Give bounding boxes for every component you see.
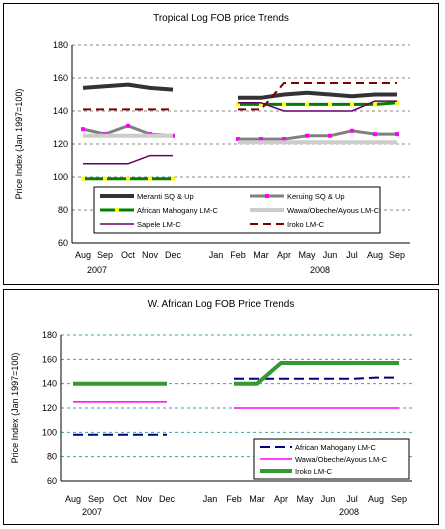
point-keruing-sq-up-6: [236, 137, 240, 142]
legend-label-african-mahogany-lm-c: African Mahogany LM-C: [295, 443, 376, 452]
y-tick-label-100: 100: [53, 172, 68, 182]
y-axis-label: Price Index (Jan 1997=100): [14, 89, 24, 200]
point-african-mahogany-lm-c-8: [282, 102, 286, 107]
y-tick-label-160: 160: [53, 73, 68, 83]
x-tick-label-jul-11: Jul: [346, 494, 358, 504]
series-line-iroko-lm-c-1: [238, 82, 397, 111]
x-tick-label-jan-5: Jan: [209, 250, 224, 260]
point-african-mahogany-lm-c-0: [81, 176, 85, 181]
y-tick-label-140: 140: [53, 106, 68, 116]
x-tick-label-mar-7: Mar: [249, 494, 265, 504]
series-line-keruing-sq-up-1: [238, 129, 397, 141]
x-tick-label-dec-4: Dec: [165, 250, 182, 260]
west-african-log-chart-panel: W. African Log FOB Price Trends 60 80 100 12…: [3, 289, 439, 525]
y-tick-label-140: 140: [42, 379, 57, 389]
series-line-meranti-sq-up-0: [82, 82, 174, 92]
y-tick-label-120: 120: [42, 403, 57, 413]
y-tick-label-60: 60: [58, 238, 68, 248]
point-african-mahogany-lm-c-1: [103, 176, 107, 181]
point-african-mahogany-lm-c-3: [148, 176, 152, 181]
x-tick-label-jul-11: Jul: [346, 250, 358, 260]
legend-label-keruing-sq-up: Keruing SQ & Up: [287, 192, 345, 201]
x-tick-label-feb-6: Feb: [226, 494, 242, 504]
year-label-2007: 2007: [87, 265, 107, 275]
y-tick-label-60: 60: [47, 476, 57, 486]
point-african-mahogany-lm-c-9: [305, 102, 309, 107]
legend-label-wawa-obeche-ayous-lm-c: Wawa/Obeche/Ayous LM-C: [295, 455, 388, 464]
y-tick-label-180: 180: [42, 330, 57, 340]
x-tick-label-may-9: May: [296, 494, 314, 504]
x-tick-label-sep-1: Sep: [97, 250, 113, 260]
x-tick-label-aug-0: Aug: [75, 250, 91, 260]
y-tick-label-80: 80: [47, 452, 57, 462]
x-tick-label-aug-0: Aug: [65, 494, 81, 504]
legend-label-iroko-lm-c: Iroko LM-C: [295, 467, 333, 476]
y-tick-label-80: 80: [58, 205, 68, 215]
point-keruing-sq-up-12: [373, 132, 377, 137]
y-tick-label-120: 120: [53, 139, 68, 149]
x-tick-label-mar-7: Mar: [253, 250, 269, 260]
x-tick-label-sep-13: Sep: [391, 494, 407, 504]
tropical-log-chart: Tropical Log FOB price Trends 60 80 100 120 1…: [14, 13, 410, 275]
point-keruing-sq-up-7: [259, 137, 263, 142]
point-keruing-sq-up-8: [282, 137, 286, 142]
chart-title: W. African Log FOB Price Trends: [148, 299, 295, 310]
point-keruing-sq-up-0: [81, 127, 85, 132]
legend-box: [93, 186, 381, 234]
point-keruing-sq-up-2: [126, 123, 130, 128]
x-tick-label-may-9: May: [298, 250, 316, 260]
point-african-mahogany-lm-c-13: [395, 100, 399, 105]
point-african-mahogany-lm-c-7: [259, 102, 263, 107]
y-tick-label-160: 160: [42, 354, 57, 364]
tropical-log-chart-panel: Tropical Log FOB price Trends 60 80 100 120 1…: [3, 3, 439, 285]
x-tick-label-sep-13: Sep: [389, 250, 405, 260]
year-label-2007: 2007: [82, 507, 102, 517]
point-keruing-sq-up-13: [395, 132, 399, 137]
chart-title: Tropical Log FOB price Trends: [153, 13, 289, 24]
x-tick-label-nov-3: Nov: [136, 494, 153, 504]
y-tick-label-100: 100: [42, 427, 57, 437]
point-african-mahogany-lm-c-12: [373, 102, 377, 107]
legend-label-african-mahogany-lm-c: African Mahogany LM-C: [137, 206, 218, 215]
y-tick-label-180: 180: [53, 40, 68, 50]
point-african-mahogany-lm-c-10: [328, 102, 332, 107]
legend-marker-african-mahogany-lm-c: [115, 208, 119, 212]
x-tick-label-apr-8: Apr: [277, 250, 291, 260]
x-tick-label-dec-4: Dec: [159, 494, 176, 504]
x-tick-label-sep-1: Sep: [88, 494, 104, 504]
x-tick-label-jan-5: Jan: [203, 494, 218, 504]
point-keruing-sq-up-10: [328, 133, 332, 138]
point-african-mahogany-lm-c-11: [350, 102, 354, 107]
series-line-iroko-lm-c-1: [234, 361, 399, 386]
x-tick-label-apr-8: Apr: [274, 494, 288, 504]
legend-label-wawa-obeche-ayous-lm-c: Wawa/Obeche/Ayous LM-C: [287, 206, 380, 215]
x-tick-label-aug-12: Aug: [368, 494, 384, 504]
year-label-2008: 2008: [310, 265, 330, 275]
legend-marker-keruing-sq-up: [265, 194, 269, 198]
legend-label-meranti-sq-up: Meranti SQ & Up: [137, 192, 194, 201]
x-tick-label-oct-2: Oct: [113, 494, 128, 504]
legend-label-iroko-lm-c: Iroko LM-C: [287, 220, 325, 229]
year-label-2008: 2008: [339, 507, 359, 517]
series-line-sapele-lm-c-0: [83, 154, 173, 165]
x-tick-label-jun-10: Jun: [321, 494, 336, 504]
series-line-meranti-sq-up-1: [238, 90, 397, 100]
x-tick-label-aug-12: Aug: [367, 250, 383, 260]
point-african-mahogany-lm-c-2: [126, 176, 130, 181]
point-african-mahogany-lm-c-6: [236, 102, 240, 107]
x-tick-label-nov-3: Nov: [142, 250, 159, 260]
point-keruing-sq-up-9: [305, 133, 309, 138]
x-tick-label-jun-10: Jun: [323, 250, 338, 260]
point-keruing-sq-up-11: [350, 128, 354, 133]
x-tick-label-feb-6: Feb: [230, 250, 246, 260]
series-line-african-mahogany-lm-c-1: [234, 376, 399, 380]
legend-label-sapele-lm-c: Sapele LM-C: [137, 220, 181, 229]
point-african-mahogany-lm-c-4: [171, 176, 175, 181]
x-tick-label-oct-2: Oct: [121, 250, 136, 260]
y-axis-label: Price Index (Jan 1997=100): [10, 353, 20, 464]
west-african-log-chart: W. African Log FOB Price Trends 60 80 100 12…: [10, 299, 412, 517]
